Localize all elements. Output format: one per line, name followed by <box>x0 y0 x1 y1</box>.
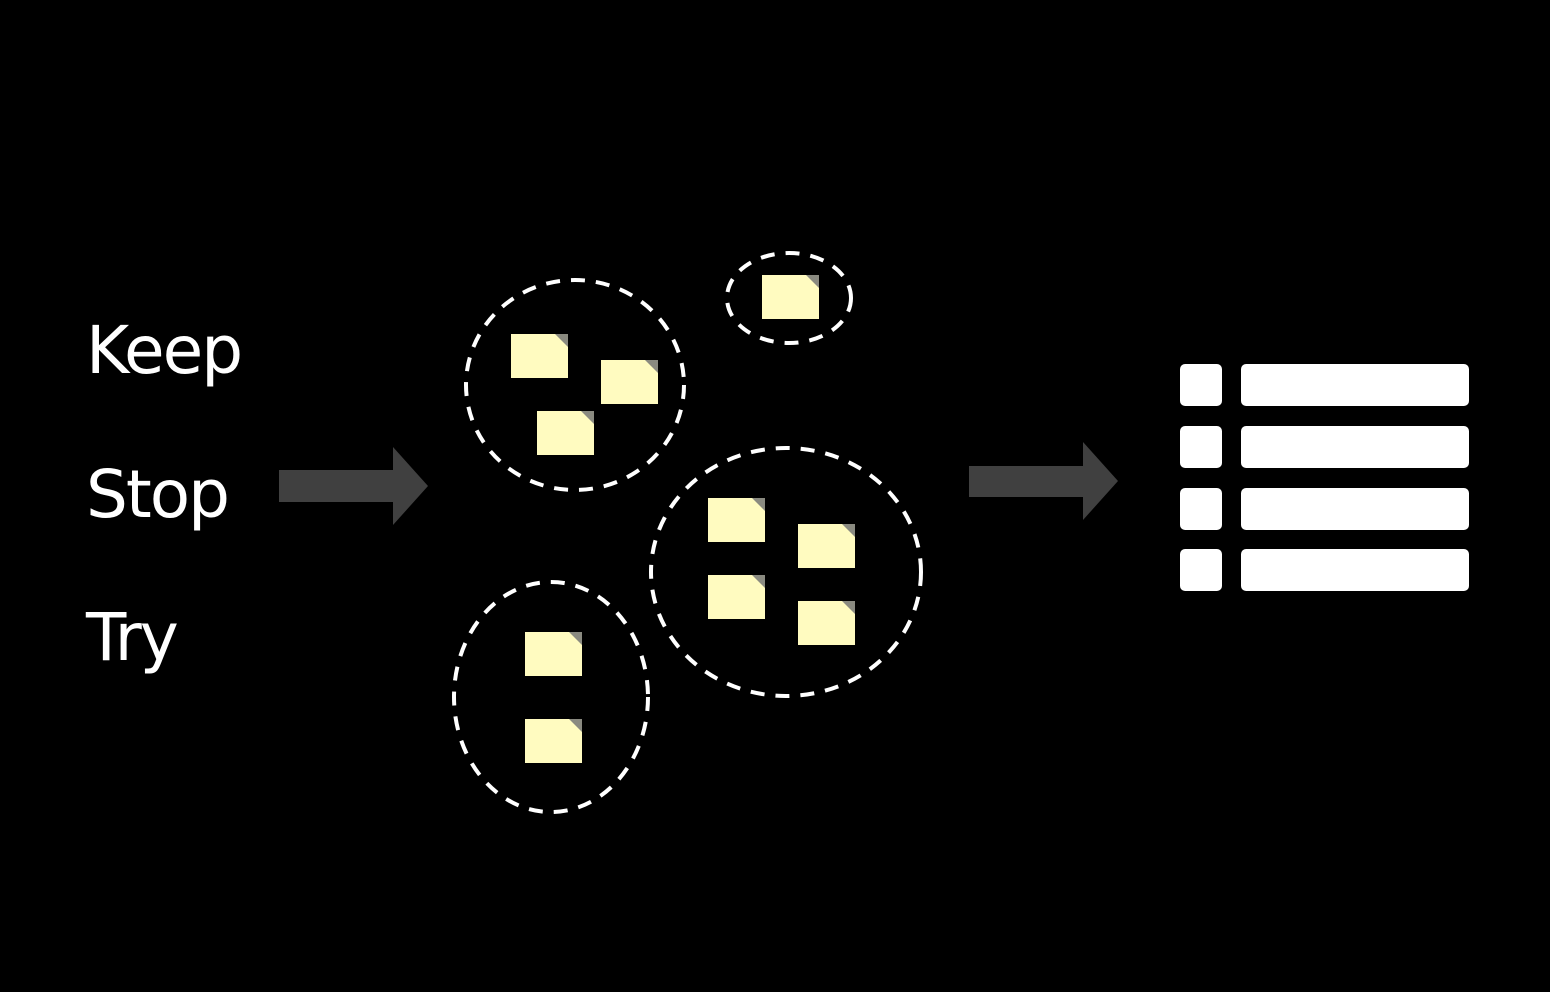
group-outline <box>454 582 648 812</box>
sticky-note-icon <box>798 524 855 568</box>
sticky-note-icon <box>708 575 765 619</box>
sticky-note-icon <box>537 411 594 455</box>
group-outline <box>651 448 921 696</box>
sticky-note-icon <box>525 632 582 676</box>
sticky-note-icon <box>525 719 582 763</box>
sticky-note-icon <box>511 334 568 378</box>
sticky-note-icon <box>798 601 855 645</box>
sticky-note-icon <box>601 360 658 404</box>
list-row <box>1180 364 1469 406</box>
sticky-note-icon <box>708 498 765 542</box>
list-row <box>1180 426 1469 468</box>
arrow-right-icon <box>279 447 428 525</box>
group-top-small <box>727 253 851 343</box>
sticky-note-icon <box>762 275 819 319</box>
arrow-right-icon <box>969 442 1118 520</box>
list-row <box>1180 488 1469 530</box>
group-top-left <box>466 280 684 490</box>
group-bottom-left <box>454 582 648 812</box>
group-right <box>651 448 921 696</box>
list-row <box>1180 549 1469 591</box>
list-icon <box>1180 364 1469 591</box>
